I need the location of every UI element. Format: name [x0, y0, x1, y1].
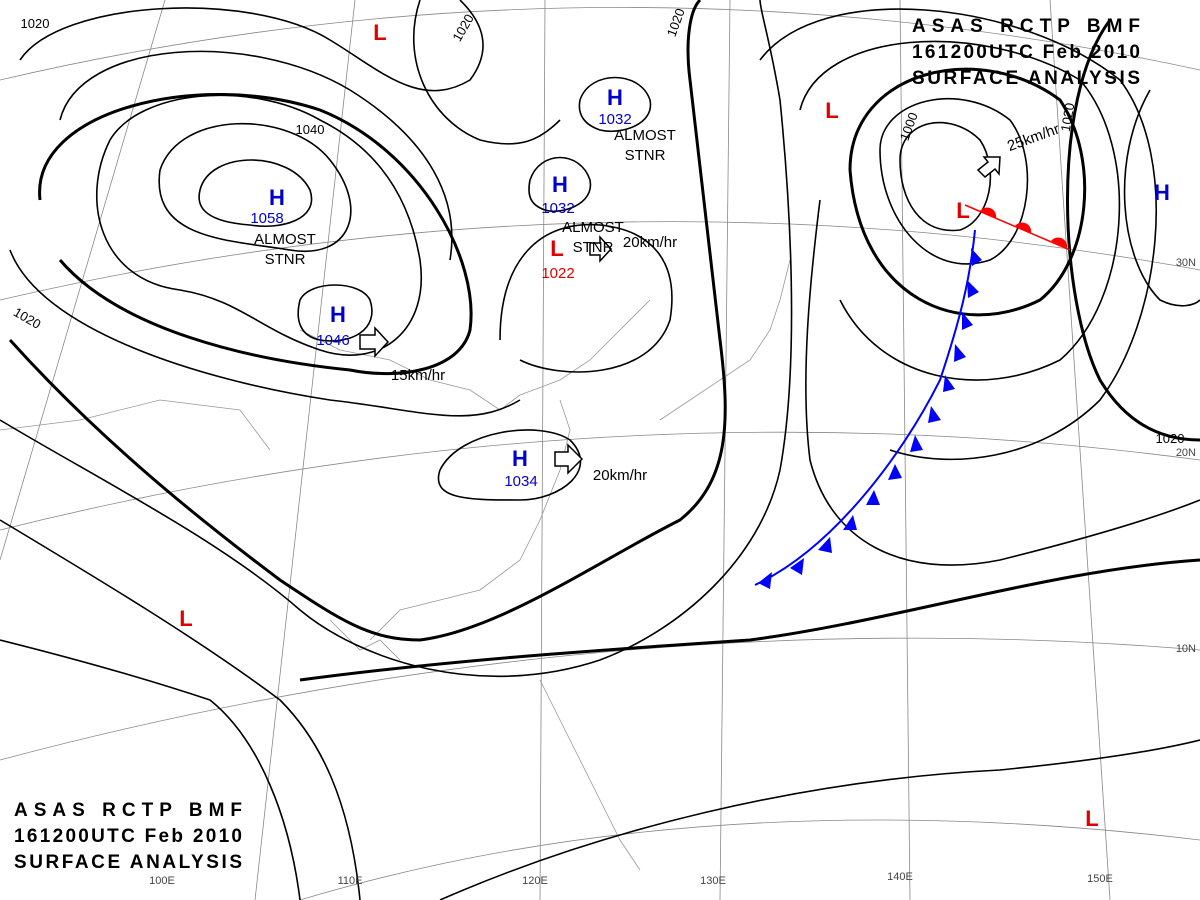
movement-text: 20km/hr — [593, 467, 647, 484]
movement-text: ALMOST — [562, 219, 624, 236]
pressure-center-value: 1046 — [316, 332, 349, 349]
movement-text: STNR — [625, 147, 666, 164]
pressure-center-letter: H — [330, 302, 346, 327]
movement-text: 15km/hr — [391, 367, 445, 384]
pressure-center-value: 1022 — [541, 265, 574, 282]
movement-text: STNR — [265, 251, 306, 268]
longitude-label: 100E — [149, 875, 175, 887]
movement-text: 20km/hr — [623, 234, 677, 251]
isobar-label: 1020 — [1058, 102, 1078, 133]
longitude-label: 130E — [700, 875, 726, 887]
latitude-label: 10N — [1176, 643, 1196, 655]
pressure-center-letter: L — [373, 20, 386, 45]
pressure-center-letter: H — [607, 85, 623, 110]
pressure-center-letter: L — [550, 236, 563, 261]
longitude-label: 120E — [522, 875, 548, 887]
longitude-label: 140E — [887, 871, 913, 883]
isobar-label: 1020 — [21, 16, 50, 31]
title-line: 161200UTC Feb 2010 — [912, 42, 1140, 63]
pressure-center-letter: L — [1085, 806, 1098, 831]
cold-front — [754, 229, 982, 589]
pressure-center-letter: H — [1154, 180, 1170, 205]
pressure-center-letter: H — [512, 446, 528, 471]
isobar-label: 1040 — [296, 122, 325, 137]
pressure-center-value: 1032 — [598, 111, 631, 128]
latitude-label: 30N — [1176, 257, 1196, 269]
pressure-center-letter: L — [956, 198, 969, 223]
latitude-label: 20N — [1176, 447, 1196, 459]
pressure-center-letter: L — [825, 98, 838, 123]
pressure-center-value: 1058 — [250, 210, 283, 227]
movement-arrows — [359, 156, 1001, 475]
pressure-center-value: 1034 — [504, 473, 537, 490]
longitude-label: 150E — [1087, 873, 1113, 885]
movement-text: ALMOST — [614, 127, 676, 144]
title-line: 161200UTC Feb 2010 — [14, 826, 242, 847]
pressure-center-letter: H — [269, 185, 285, 210]
movement-text: ALMOST — [254, 231, 316, 248]
isobar-label: 1020 — [1156, 431, 1185, 446]
pressure-center-letter: L — [179, 606, 192, 631]
pressure-center-value: 1032 — [541, 200, 574, 217]
movement-text: STNR — [573, 239, 614, 256]
pressure-center-letter: H — [552, 172, 568, 197]
warm-front — [964, 204, 1071, 251]
longitude-label: 110E — [338, 875, 363, 887]
